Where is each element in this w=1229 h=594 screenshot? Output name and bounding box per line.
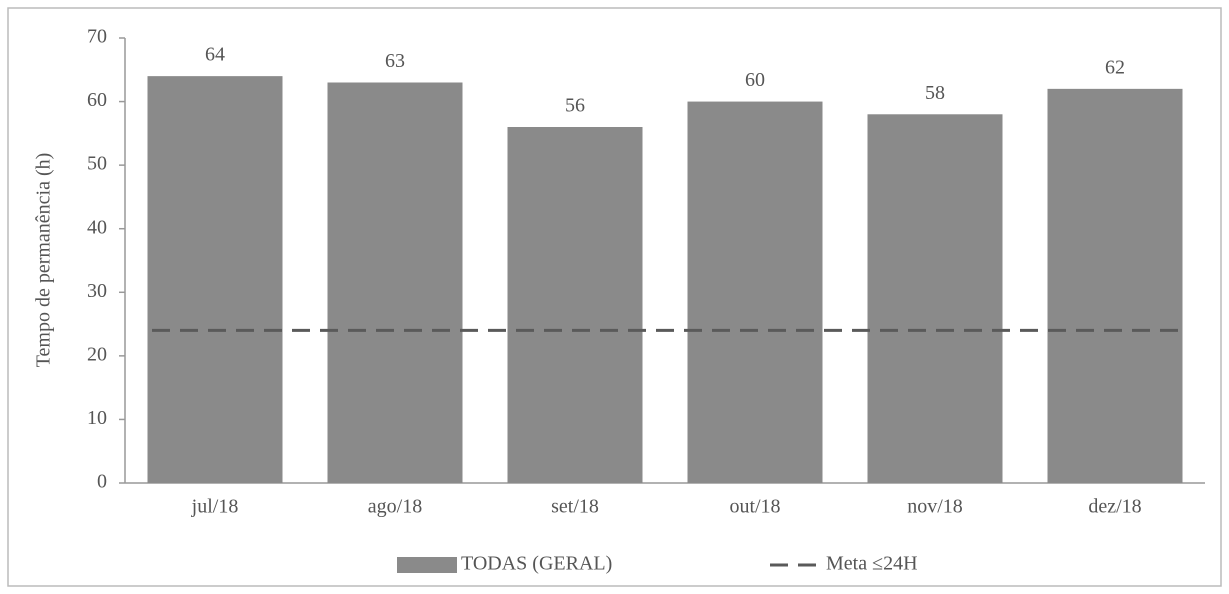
bar xyxy=(1047,88,1183,483)
x-tick-label: set/18 xyxy=(551,496,599,518)
y-tick-label: 20 xyxy=(87,343,107,365)
y-tick-label: 10 xyxy=(87,407,107,429)
y-tick-label: 0 xyxy=(97,471,107,493)
legend-label: TODAS (GERAL) xyxy=(461,553,612,575)
bar xyxy=(507,127,643,483)
x-tick-label: out/18 xyxy=(729,496,780,518)
value-label: 60 xyxy=(745,69,765,91)
y-axis-label: Tempo de permanência (h) xyxy=(33,153,55,368)
x-tick-label: nov/18 xyxy=(907,496,963,518)
y-tick-label: 40 xyxy=(87,216,107,238)
value-label: 62 xyxy=(1105,56,1125,78)
value-label: 64 xyxy=(205,44,225,66)
x-tick-label: jul/18 xyxy=(191,496,239,518)
bar xyxy=(867,114,1003,484)
legend-swatch xyxy=(397,557,457,573)
x-tick-label: dez/18 xyxy=(1088,496,1141,518)
y-tick-label: 70 xyxy=(87,26,107,48)
value-label: 56 xyxy=(565,95,585,117)
y-tick-label: 60 xyxy=(87,89,107,111)
y-tick-label: 50 xyxy=(87,153,107,175)
bar xyxy=(147,76,283,484)
value-label: 58 xyxy=(925,82,945,104)
x-tick-label: ago/18 xyxy=(368,496,422,518)
bar xyxy=(687,101,823,484)
legend-label: Meta ≤24H xyxy=(826,553,918,575)
value-label: 63 xyxy=(385,50,405,72)
bar xyxy=(327,82,463,483)
y-tick-label: 30 xyxy=(87,280,107,302)
